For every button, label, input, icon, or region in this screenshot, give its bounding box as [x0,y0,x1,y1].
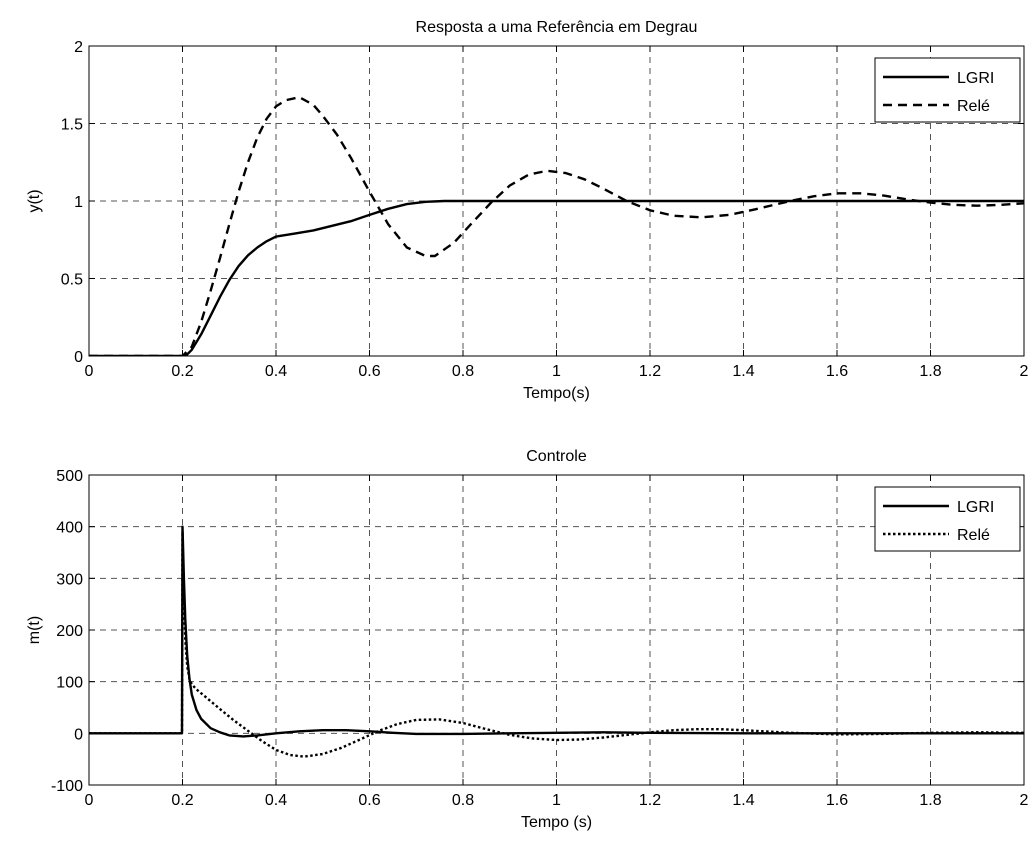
y-tick-label: 2 [74,39,83,56]
y-tick-label: 0 [74,349,83,366]
legend-label: LGRI [957,70,994,87]
x-tick-label: 0 [85,363,94,380]
chart-2: 0 0.2 0.4 0.6 0.8 1 1.2 1.4 1.6 1.8 2-100010020030… [26,448,1029,831]
plot-border [88,474,1025,786]
y-tick-label: 0 [74,726,83,743]
y-tick-label: 100 [56,675,83,692]
x-axis-label: Tempo(s) [523,385,590,402]
y-axis-label: m(t) [26,616,43,644]
legend-label: Relé [957,527,990,544]
plot-border [88,45,1025,357]
series-line-lgri [89,199,1024,356]
x-tick-label: 0.2 [171,792,193,809]
x-tick-label: 1 [552,792,561,809]
y-axis-label: y(t) [26,189,43,212]
legend-box [874,486,1021,552]
x-tick-label: 0.8 [452,792,474,809]
x-tick-label: 1 [552,363,561,380]
x-tick-label: 0.4 [265,792,287,809]
x-axis-label: Tempo (s) [521,814,592,831]
y-tick-label: 200 [56,623,83,640]
x-tick-label: 1.8 [919,792,941,809]
x-tick-label: 0.6 [358,792,380,809]
legend-label: LGRI [957,499,994,516]
x-tick-label: 1.6 [826,792,848,809]
legend-label: Relé [957,98,990,115]
chart-title: Controle [526,448,587,465]
x-tick-label: 0.6 [358,363,380,380]
x-tick-label: 2 [1020,792,1029,809]
y-tick-label: 0.5 [61,272,83,289]
y-tick-label: 400 [56,520,83,537]
y-tick-label: -100 [51,778,83,795]
x-tick-label: 1.6 [826,363,848,380]
x-tick-label: 1.8 [919,363,941,380]
x-tick-label: 0.8 [452,363,474,380]
x-tick-label: 1.4 [732,792,754,809]
x-tick-label: 1.4 [732,363,754,380]
chart-title: Resposta a uma Referência em Degrau [416,19,698,36]
x-tick-label: 1.2 [639,363,661,380]
chart-1: 0 0.2 0.4 0.6 0.8 1 1.2 1.4 1.6 1.8 2 0 0.5 1 1.5 2 Resp… [26,19,1029,402]
legend: LGRI Relé [874,57,1021,123]
x-tick-label: 0.4 [265,363,287,380]
legend: LGRI Relé [874,486,1021,552]
x-tick-label: 0 [85,792,94,809]
x-tick-label: 0.2 [171,363,193,380]
x-tick-label: 2 [1020,363,1029,380]
series-line-lgri [89,525,1024,738]
y-tick-label: 500 [56,468,83,485]
y-tick-label: 1 [74,194,83,211]
x-tick-label: 1.2 [639,792,661,809]
y-tick-label: 300 [56,571,83,588]
y-tick-label: 1.5 [61,117,83,134]
legend-box [874,57,1021,123]
